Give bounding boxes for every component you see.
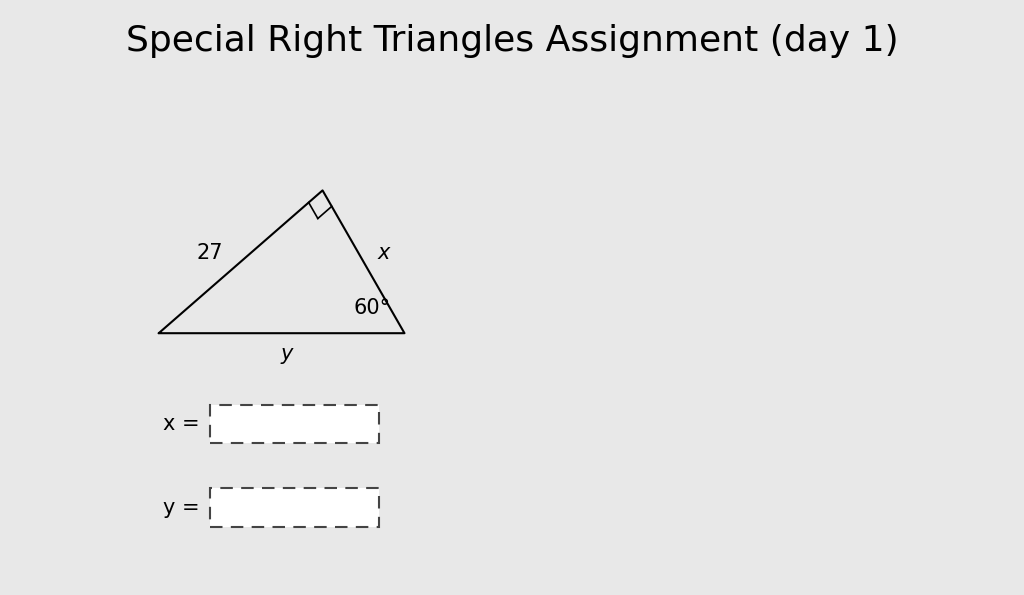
Text: x: x [378,243,390,263]
Text: x =: x = [163,414,200,434]
Bar [210,405,379,443]
Text: y: y [281,344,293,364]
Text: 27: 27 [197,243,223,263]
Text: y =: y = [163,497,200,518]
Bar [210,488,379,527]
Text: Special Right Triangles Assignment (day 1): Special Right Triangles Assignment (day … [126,24,898,58]
Text: 60°: 60° [353,298,390,318]
